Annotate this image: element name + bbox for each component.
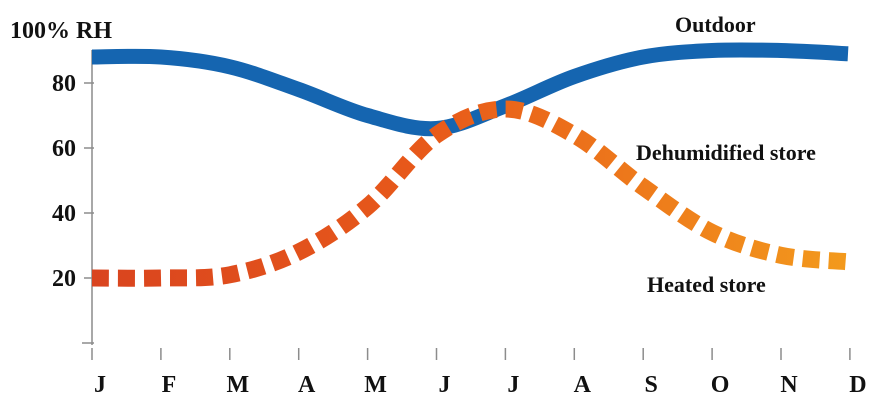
series-lines — [91, 42, 849, 287]
legend-label-dehumidified: Dehumidified store — [636, 140, 816, 165]
y-tick-label: 20 — [52, 266, 76, 292]
x-tick-label: M — [226, 372, 249, 394]
x-tick-label: J — [507, 372, 519, 394]
x-tick-label: M — [364, 372, 387, 394]
x-tick-label: D — [849, 372, 866, 394]
x-tick-label: F — [162, 372, 177, 394]
y-tick-label: 40 — [52, 201, 76, 227]
x-tick-label: S — [645, 372, 658, 394]
legend-label-outdoor: Outdoor — [675, 12, 756, 37]
x-tick-label: A — [298, 372, 316, 394]
x-tick-label: A — [574, 372, 592, 394]
y-tick-label: 80 — [52, 71, 76, 97]
legend-label-heated: Heated store — [647, 272, 766, 297]
y-axis-title: 100% RH — [10, 18, 112, 44]
x-tick-label: N — [780, 372, 798, 394]
x-tick-label: J — [439, 372, 451, 394]
y-axis-ticks: 20 40 60 80 — [52, 71, 94, 344]
y-tick-label: 60 — [52, 136, 76, 162]
x-tick-label: O — [711, 372, 730, 394]
x-tick-label: J — [94, 372, 106, 394]
series-line-heated — [91, 100, 849, 287]
